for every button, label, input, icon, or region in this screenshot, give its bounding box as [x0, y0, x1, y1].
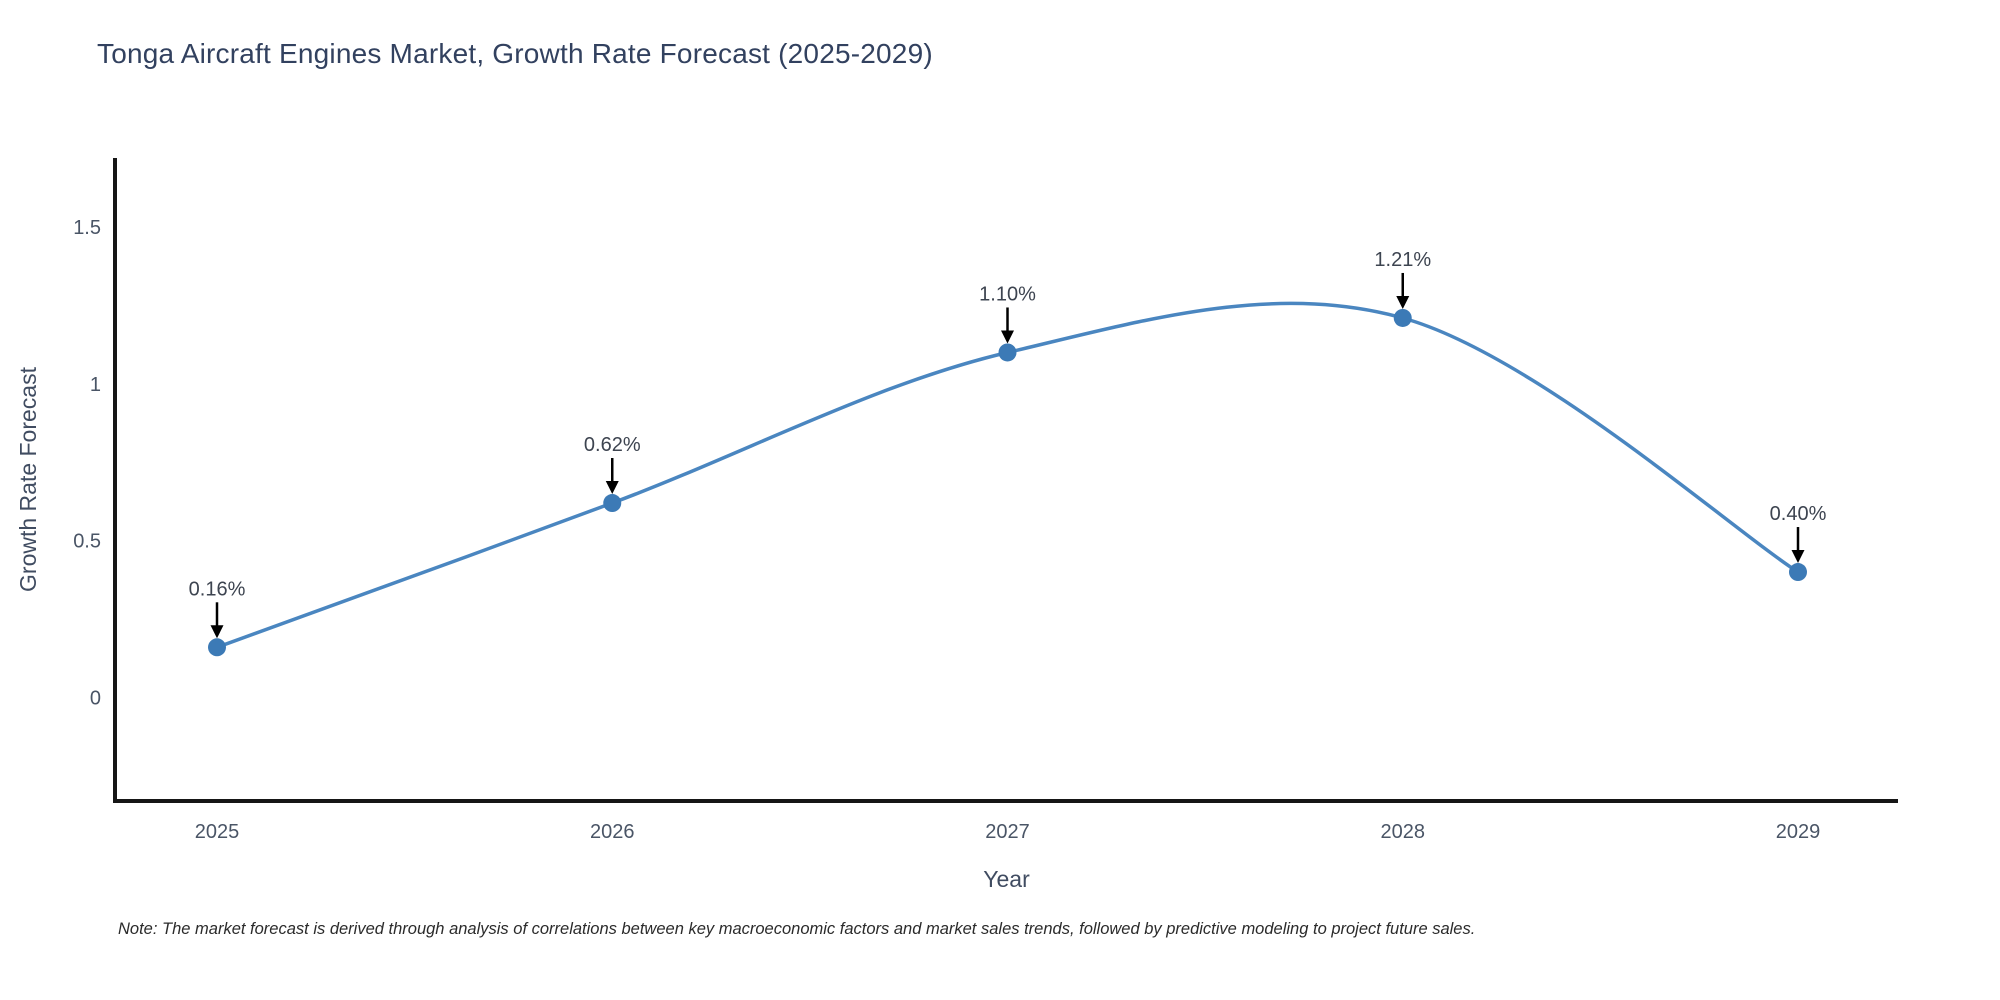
data-point-label: 0.16% — [189, 578, 246, 600]
annotation-arrowhead-icon — [210, 625, 224, 639]
axis-titles-layer: Growth Rate Forecast Year — [15, 366, 1030, 892]
annotations-layer: 0.16% 0.62% 1.10% 1.21% 0.40% — [189, 249, 1827, 639]
line-series-layer — [208, 301, 1807, 657]
x-tick-label: 2029 — [1776, 821, 1821, 843]
x-tick-label: 2025 — [195, 821, 240, 843]
ticks-layer: 0 0.5 1 1.5 2025 2026 2027 2028 2029 — [73, 217, 1820, 843]
y-tick-label: 0.5 — [73, 531, 101, 553]
y-axis-title: Growth Rate Forecast — [15, 366, 41, 592]
annotation-arrowhead-icon — [1791, 550, 1805, 564]
data-point-marker-2028[interactable] — [1393, 308, 1412, 327]
data-point-label: 0.40% — [1770, 503, 1827, 525]
axes-layer — [113, 158, 1898, 803]
y-tick-label: 0 — [90, 687, 101, 709]
data-point-marker-2029[interactable] — [1789, 563, 1807, 582]
x-axis-title: Year — [983, 866, 1030, 892]
data-point-marker-2027[interactable] — [998, 343, 1017, 362]
data-point-label: 1.10% — [979, 283, 1036, 305]
y-tick-label: 1 — [90, 374, 101, 396]
annotation-arrowhead-icon — [605, 481, 619, 495]
x-tick-label: 2027 — [985, 821, 1030, 843]
annotation-arrowhead-icon — [1396, 295, 1410, 309]
x-tick-label: 2026 — [590, 821, 635, 843]
data-point-label: 1.21% — [1374, 249, 1431, 271]
data-point-marker-2026[interactable] — [603, 494, 622, 513]
chart-footnote: Note: The market forecast is derived thr… — [118, 920, 1476, 938]
data-point-label: 0.62% — [584, 434, 641, 456]
y-tick-label: 1.5 — [73, 217, 101, 239]
annotation-arrowhead-icon — [1001, 330, 1014, 344]
data-point-marker-2025[interactable] — [208, 638, 226, 657]
chart-title: Tonga Aircraft Engines Market, Growth Ra… — [97, 38, 933, 69]
x-tick-label: 2028 — [1381, 821, 1426, 843]
